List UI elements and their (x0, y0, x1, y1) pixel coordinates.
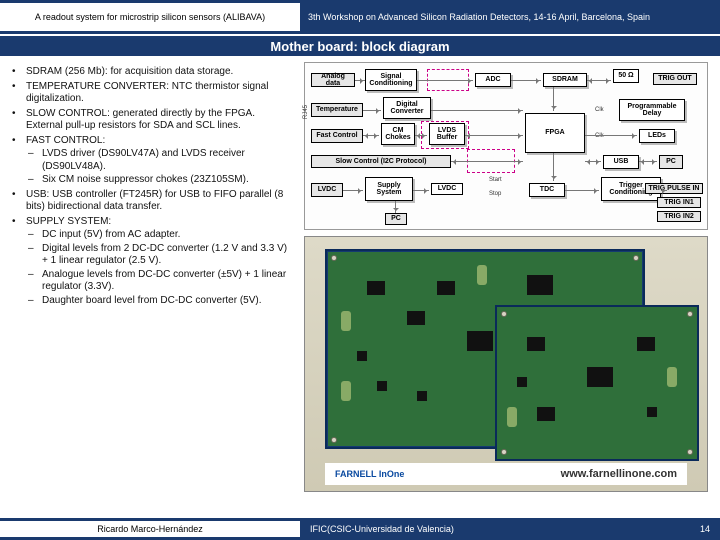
arrow (363, 135, 379, 136)
block-fpga: FPGA (525, 113, 585, 153)
arrow (511, 80, 541, 81)
sub-bullet-item: LVDS driver (DS90LV47A) and LVDS receive… (26, 148, 294, 173)
diagram-label: Start (489, 177, 502, 183)
block-lvdc: LVDC (311, 183, 343, 197)
banner-url: www.farnellinone.com (561, 468, 677, 480)
block-sdram: SDRAM (543, 73, 587, 87)
block-cmchokes: CM Chokes (381, 123, 415, 145)
arrow (363, 110, 381, 111)
arrow (585, 161, 601, 162)
arrow (465, 135, 523, 136)
block-lvdc2: LVDC (431, 183, 463, 195)
arrow (553, 153, 554, 181)
block-diagram: RJ45 Analog data Signal Conditioning ADC SD… (304, 62, 708, 230)
footer-affil: IFIC(CSIC-Universidad de Valencia) 14 (300, 518, 720, 540)
block-supply: Supply System (365, 177, 413, 201)
rj45-label: RJ45 (303, 105, 309, 119)
arrow (661, 190, 667, 191)
footer-affil-text: IFIC(CSIC-Universidad de Valencia) (310, 524, 454, 534)
slide-title: Mother board: block diagram (0, 34, 720, 56)
bullet-text: SLOW CONTROL: generated directly by the … (26, 108, 255, 132)
bullet-text: TEMPERATURE CONVERTER: NTC thermistor si… (26, 81, 268, 105)
arrow (451, 161, 523, 162)
bullet-text: SUPPLY SYSTEM: (26, 216, 111, 227)
bullet-item: USB: USB controller (FT245R) for USB to … (8, 189, 294, 214)
diagram-label: Clk (595, 133, 604, 139)
arrow (585, 135, 637, 136)
banner-logo: FARNELL InOne (335, 469, 404, 479)
block-temp: Temperature (311, 103, 363, 117)
bullet-item: SLOW CONTROL: generated directly by the … (8, 108, 294, 133)
arrow (431, 110, 523, 111)
block-trigpulse: TRIG PULSE IN (645, 183, 703, 194)
block-tdc: TDC (529, 183, 565, 197)
header-row: A readout system for microstrip silicon … (0, 0, 720, 34)
arrow (413, 190, 429, 191)
board-photo: FARNELL InOne www.farnellinone.com (304, 236, 708, 492)
block-pc: PC (659, 155, 683, 169)
block-analogdata: Analog data (311, 73, 355, 87)
sub-bullet-item: Daughter board level from DC-DC converte… (26, 295, 294, 308)
bullet-text: USB: USB controller (FT245R) for USB to … (26, 189, 283, 213)
slide: A readout system for microstrip silicon … (0, 0, 720, 540)
photo-banner: FARNELL InOne www.farnellinone.com (325, 463, 687, 485)
arrow (417, 80, 473, 81)
arrow (395, 201, 396, 213)
block-adc: ADC (475, 73, 511, 87)
arrow (415, 135, 427, 136)
bullet-column: SDRAM (256 Mb): for acquisition data sto… (0, 56, 300, 504)
block-slowctrl: Slow Control (I2C Protocol) (311, 155, 451, 168)
pcb-daughter (495, 305, 699, 461)
block-fastctrl: Fast Control (311, 129, 363, 143)
header-left: A readout system for microstrip silicon … (0, 0, 300, 34)
block-progdelay: Programmable Delay (619, 99, 685, 121)
block-trigin1: TRIG IN1 (657, 197, 701, 208)
bullet-item: TEMPERATURE CONVERTER: NTC thermistor si… (8, 81, 294, 106)
dash-box (421, 121, 469, 149)
sub-bullet-item: Digital levels from 2 DC-DC converter (1… (26, 243, 294, 268)
page-number: 14 (700, 524, 710, 534)
diagram-label: Clk (595, 107, 604, 113)
arrow (553, 87, 554, 111)
figure-column: RJ45 Analog data Signal Conditioning ADC SD… (300, 56, 720, 504)
footer-author: Ricardo Marco-Hernández (0, 518, 300, 540)
bullet-text: SDRAM (256 Mb): for acquisition data sto… (26, 66, 233, 77)
header-right: 3th Workshop on Advanced Silicon Radiati… (300, 0, 720, 34)
block-trigout: TRIG OUT (653, 73, 697, 85)
bullet-text: FAST CONTROL: (26, 135, 105, 146)
arrow (587, 80, 611, 81)
bullet-item: SUPPLY SYSTEM: DC input (5V) from AC adap… (8, 216, 294, 308)
block-sigcond: Signal Conditioning (365, 69, 417, 91)
arrow (639, 161, 657, 162)
arrow (355, 80, 365, 81)
block-usb: USB (603, 155, 639, 169)
bullet-item: FAST CONTROL: LVDS driver (DS90LV47A) and… (8, 135, 294, 187)
sub-bullet-item: Analogue levels from DC-DC converter (±5… (26, 269, 294, 294)
sub-bullet-item: Six CM noise suppressor chokes (23Z105SM… (26, 174, 294, 187)
arrow (343, 190, 363, 191)
arrow (565, 190, 599, 191)
diagram-label: Stop (489, 191, 501, 197)
bullet-item: SDRAM (256 Mb): for acquisition data sto… (8, 66, 294, 79)
sub-bullet-item: DC input (5V) from AC adapter. (26, 229, 294, 242)
block-trigin2: TRIG IN2 (657, 211, 701, 222)
footer-row: Ricardo Marco-Hernández IFIC(CSIC-Univer… (0, 518, 720, 540)
main-area: SDRAM (256 Mb): for acquisition data sto… (0, 56, 720, 504)
block-leds: LEDs (639, 129, 675, 143)
block-fifty: 50 Ω (613, 69, 639, 83)
block-pcpin: PC (385, 213, 407, 225)
block-digconv: Digital Converter (383, 97, 431, 119)
